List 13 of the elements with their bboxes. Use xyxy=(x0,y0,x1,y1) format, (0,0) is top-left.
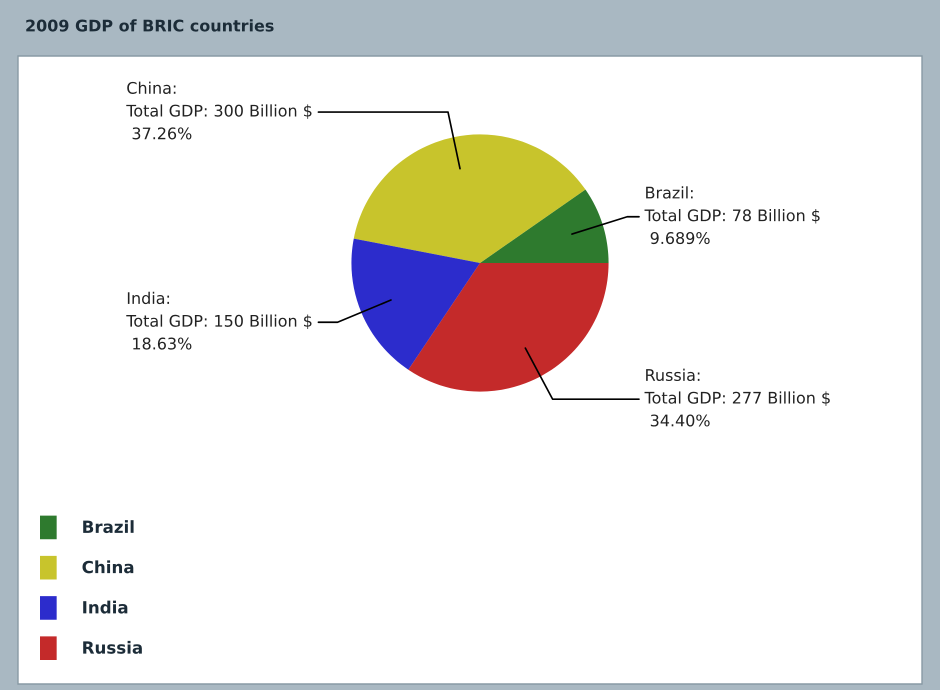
data-label: Russia: Total GDP: 277 Billion $ 34.40% xyxy=(644,368,830,427)
pie-slice xyxy=(408,263,609,392)
legend-label: Russia xyxy=(83,640,142,654)
data-label: India: Total GDP: 150 Billion $ 18.63% xyxy=(126,292,312,350)
legend-label: India xyxy=(83,600,128,614)
pie-slice xyxy=(354,134,586,263)
pie-slice xyxy=(351,238,480,370)
pie-slice xyxy=(480,189,609,263)
chart-title: 2009 GDP of BRIC countries xyxy=(26,19,274,32)
data-label: Brazil: Total GDP: 78 Billion $ 9.689% xyxy=(644,186,820,244)
data-label: China: Total GDP: 300 Billion $ 37.26% xyxy=(126,82,312,140)
legend-label: China xyxy=(82,560,134,574)
legend-label: Brazil xyxy=(83,520,134,534)
